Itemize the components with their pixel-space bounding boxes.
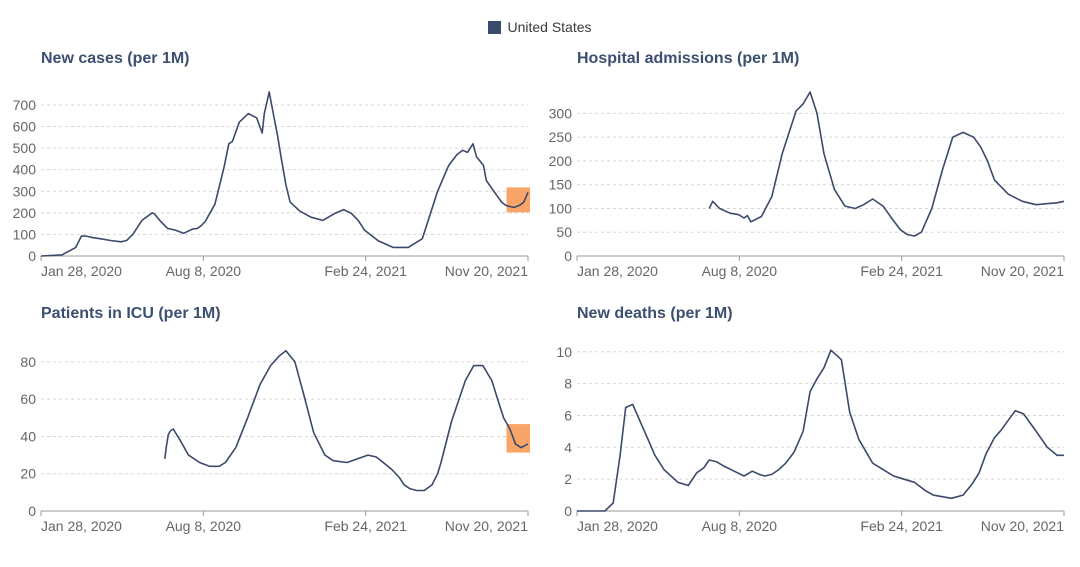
y-tick-label: 200 [13, 205, 37, 221]
x-tick-label: Nov 20, 2021 [981, 518, 1064, 534]
y-tick-label: 100 [549, 200, 573, 216]
x-tick-label: Jan 28, 2020 [577, 518, 658, 534]
y-tick-label: 10 [556, 344, 572, 360]
y-tick-label: 80 [20, 354, 36, 370]
y-tick-label: 0 [28, 503, 36, 519]
new-cases-chart[interactable]: 0 100 200 300 400 500 600 700 Jan 28, 2020 Aug 8,… [0, 50, 540, 312]
x-tick-label: Jan 28, 2020 [41, 263, 122, 279]
x-tick-label: Jan 28, 2020 [41, 518, 122, 534]
x-tick-label: Aug 8, 2020 [166, 518, 242, 534]
y-tick-label: 40 [20, 428, 36, 444]
y-tick-label: 500 [13, 140, 37, 156]
x-tick-label: Feb 24, 2021 [860, 263, 943, 279]
y-tick-label: 200 [549, 153, 573, 169]
patients-icu-panel: Patients in ICU (per 1M) 0 20 40 60 80 Jan 28… [0, 305, 540, 567]
x-tick-label: Aug 8, 2020 [166, 263, 242, 279]
y-tick-label: 6 [564, 407, 572, 423]
y-tick-label: 300 [13, 183, 37, 199]
y-tick-label: 50 [556, 224, 572, 240]
y-tick-label: 250 [549, 129, 573, 145]
y-tick-label: 0 [28, 248, 36, 264]
new-deaths-panel: New deaths (per 1M) 0 2 4 6 8 10 Jan 28, 2020 A… [536, 305, 1076, 567]
chart-title: Hospital admissions (per 1M) [577, 50, 800, 67]
series-line[interactable] [708, 91, 1065, 237]
y-tick-label: 400 [13, 162, 37, 178]
new-deaths-chart[interactable]: 0 2 4 6 8 10 Jan 28, 2020 Aug 8, 2020 Feb 24, 20… [536, 305, 1076, 567]
chart-title: Patients in ICU (per 1M) [41, 305, 221, 322]
x-tick-label: Feb 24, 2021 [324, 518, 407, 534]
y-tick-label: 4 [564, 439, 572, 455]
patients-icu-chart[interactable]: 0 20 40 60 80 Jan 28, 2020 Aug 8, 2020 Feb 24, … [0, 305, 540, 567]
y-tick-label: 700 [13, 97, 37, 113]
y-tick-label: 600 [13, 119, 37, 135]
x-tick-label: Nov 20, 2021 [445, 518, 528, 534]
legend-label: United States [507, 19, 592, 35]
y-tick-label: 60 [20, 391, 36, 407]
hospital-admissions-chart[interactable]: 0 50 100 150 200 250 300 Jan 28, 2020 Aug 8, 202… [536, 50, 1076, 312]
y-tick-label: 150 [549, 177, 573, 193]
highlight-box [506, 187, 530, 213]
x-tick-label: Nov 20, 2021 [445, 263, 528, 279]
y-tick-label: 0 [564, 248, 572, 264]
x-tick-label: Nov 20, 2021 [981, 263, 1064, 279]
series-line[interactable] [164, 349, 529, 492]
series-line[interactable] [40, 91, 529, 257]
y-tick-label: 8 [564, 376, 572, 392]
hospital-admissions-panel: Hospital admissions (per 1M) 0 50 100 150 20… [536, 50, 1076, 312]
y-tick-label: 100 [13, 226, 37, 242]
x-tick-label: Aug 8, 2020 [702, 263, 778, 279]
x-tick-label: Feb 24, 2021 [324, 263, 407, 279]
y-tick-label: 0 [564, 503, 572, 519]
new-cases-panel: New cases (per 1M) 0 100 200 300 400 500 600 70… [0, 50, 540, 312]
chart-title: New cases (per 1M) [41, 50, 190, 67]
y-tick-label: 2 [564, 471, 572, 487]
legend[interactable]: United States [0, 19, 1080, 35]
y-tick-label: 20 [20, 466, 36, 482]
series-line[interactable] [577, 349, 1064, 512]
chart-title: New deaths (per 1M) [577, 305, 733, 322]
legend-swatch [488, 21, 502, 34]
x-tick-label: Jan 28, 2020 [577, 263, 658, 279]
y-tick-label: 300 [549, 105, 573, 121]
x-tick-label: Aug 8, 2020 [702, 518, 778, 534]
x-tick-label: Feb 24, 2021 [860, 518, 943, 534]
